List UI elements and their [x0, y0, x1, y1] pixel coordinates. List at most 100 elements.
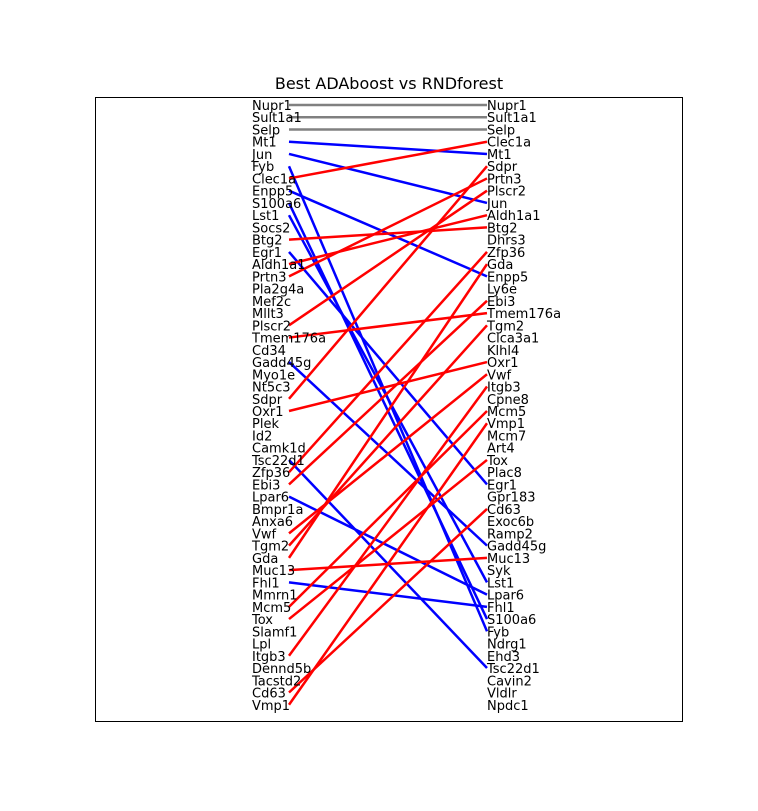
left-gene-label: Tmem176a [251, 332, 326, 347]
right-gene-label: Zfp36 [487, 246, 525, 261]
left-gene-label: Slamf1 [252, 625, 297, 640]
left-gene-labels: Nupr1Sult1a1SelpMt1JunFybClec1aEnpp5S100… [251, 99, 326, 714]
right-gene-label: Gpr183 [487, 491, 535, 506]
connector-line [288, 311, 488, 339]
left-gene-label: Muc13 [252, 564, 295, 579]
left-gene-label: Jun [251, 148, 272, 163]
right-gene-label: Gda [487, 258, 513, 273]
left-gene-label: Tacstd2 [251, 674, 301, 689]
connector-line [288, 213, 488, 266]
left-gene-label: Cd34 [252, 344, 286, 359]
right-gene-label: Plscr2 [487, 185, 526, 200]
right-gene-label: Clec1a [487, 136, 531, 151]
left-gene-label: Mllt3 [252, 307, 284, 322]
left-gene-label: Oxr1 [252, 405, 284, 420]
right-gene-label: Vwf [487, 368, 512, 383]
left-gene-label: Lpar6 [252, 491, 289, 506]
connector-line [288, 165, 488, 400]
left-gene-label: Dennd5b [252, 662, 311, 677]
left-gene-label: Enpp5 [252, 185, 293, 200]
left-gene-label: Gda [252, 552, 278, 567]
right-gene-label: Enpp5 [487, 270, 528, 285]
left-gene-label: Vmp1 [252, 699, 290, 714]
left-gene-label: Itgb3 [252, 650, 286, 665]
right-gene-label: Egr1 [487, 478, 517, 493]
right-gene-label: Clca3a1 [487, 332, 539, 347]
left-gene-label: S100a6 [252, 197, 301, 212]
left-gene-label: Aldh1a1 [252, 258, 306, 273]
left-gene-label: Pla2g4a [252, 283, 304, 298]
left-gene-label: Mcm5 [252, 601, 291, 616]
connector-lines [287, 103, 489, 706]
connector-line [288, 140, 488, 156]
right-gene-label: Sdpr [487, 160, 518, 175]
connector-line [288, 508, 488, 694]
left-gene-label: Prtn3 [252, 270, 287, 285]
right-gene-label: Ramp2 [487, 527, 533, 542]
connector-line [287, 214, 489, 583]
left-gene-label: Tsc22d1 [251, 454, 305, 469]
left-gene-label: Tgm2 [251, 540, 289, 555]
left-gene-label: Lpl [252, 638, 271, 653]
right-gene-label: Art4 [487, 442, 515, 457]
left-gene-label: Btg2 [252, 234, 283, 249]
chart-title: Best ADAboost vs RNDforest [275, 74, 503, 93]
right-gene-label: Syk [487, 564, 511, 579]
connector-line [287, 385, 489, 657]
right-gene-label: Vldlr [487, 687, 517, 702]
plot-frame [95, 97, 683, 722]
right-gene-label: Tmem176a [486, 307, 561, 322]
connector-line [287, 263, 489, 559]
right-gene-label: Cavin2 [487, 674, 532, 689]
right-gene-label: Lpar6 [487, 589, 524, 604]
left-gene-label: Plscr2 [252, 319, 291, 334]
connector-line [288, 251, 488, 486]
right-gene-label: Exoc6b [487, 515, 534, 530]
left-gene-label: Mt1 [252, 136, 277, 151]
right-gene-label: Mcm7 [487, 429, 526, 444]
left-gene-label: Mmrn1 [252, 589, 298, 604]
left-gene-label: Selp [252, 123, 280, 138]
right-gene-label: Mcm5 [487, 405, 526, 420]
right-gene-label: Tgm2 [486, 319, 524, 334]
right-gene-label: Cpne8 [487, 393, 529, 408]
right-gene-label: Oxr1 [487, 356, 519, 371]
right-gene-label: Fyb [487, 625, 509, 640]
right-gene-label: Jun [486, 197, 507, 212]
left-gene-label: Fyb [252, 160, 274, 175]
right-gene-label: Nupr1 [487, 99, 527, 114]
left-gene-label: Plek [252, 417, 279, 432]
connector-line [288, 581, 488, 609]
left-gene-label: Bmpr1a [252, 503, 303, 518]
connector-line [288, 495, 488, 596]
left-gene-label: Nupr1 [252, 99, 292, 114]
right-gene-label: Klhl4 [487, 344, 519, 359]
left-gene-label: Anxa6 [252, 515, 293, 530]
left-gene-label: Camk1d [252, 442, 306, 457]
left-gene-label: Fhl1 [252, 576, 280, 591]
left-gene-label: Cd63 [252, 687, 286, 702]
right-gene-label: Prtn3 [487, 172, 522, 187]
right-gene-label: Cd63 [487, 503, 521, 518]
left-gene-label: Mef2c [252, 295, 291, 310]
left-gene-label: Egr1 [252, 246, 282, 261]
left-gene-label: Vwf [252, 527, 277, 542]
right-gene-label: Selp [487, 123, 515, 138]
right-gene-label: Ehd3 [487, 650, 520, 665]
right-gene-label: Aldh1a1 [487, 209, 541, 224]
connector-line [288, 251, 488, 474]
connector-line [288, 360, 488, 413]
right-gene-label: Sult1a1 [487, 111, 537, 126]
left-gene-label: Tox [251, 613, 273, 628]
right-gene-labels: Nupr1Sult1a1SelpClec1aMt1SdprPrtn3Plscr2… [486, 99, 561, 714]
right-gene-label: Ebi3 [487, 295, 515, 310]
connector-line [288, 299, 488, 486]
left-gene-label: Zfp36 [252, 466, 290, 481]
right-gene-label: Btg2 [487, 221, 518, 236]
left-gene-label: Id2 [252, 429, 272, 444]
right-gene-label: Tox [486, 454, 508, 469]
connector-line [288, 226, 488, 241]
right-gene-label: Fhl1 [487, 601, 515, 616]
right-gene-label: Ndrg1 [487, 638, 527, 653]
